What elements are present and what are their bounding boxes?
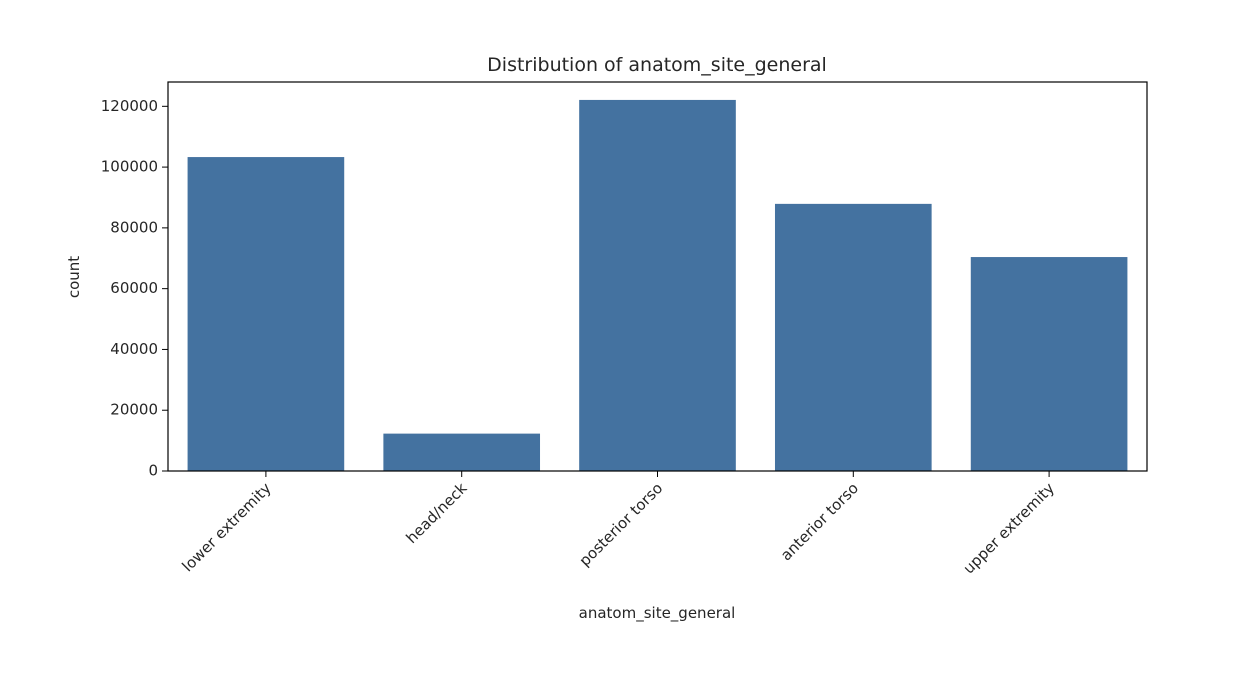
x-tick-label: posterior torso (576, 479, 667, 570)
x-tick-label: anterior torso (777, 479, 862, 564)
chart-title: Distribution of anatom_site_general (487, 54, 827, 76)
y-tick-label: 120000 (101, 97, 158, 115)
plot-frame (167, 81, 1148, 472)
bar (579, 99, 736, 471)
y-axis-ticks: 0 20000 40000 60000 80000 100000 120000 (101, 97, 168, 480)
x-tick-label: upper extremity (960, 479, 1058, 577)
x-axis-label: anatom_site_general (579, 604, 736, 623)
y-tick-label: 100000 (101, 158, 158, 176)
y-tick-label: 40000 (110, 340, 158, 358)
x-axis-ticks: lower extremity head/neck posterior torso a… (178, 471, 1058, 577)
x-tick-label: head/neck (403, 479, 471, 547)
bars-group (187, 99, 1128, 472)
y-tick-label: 0 (148, 462, 158, 480)
bar (383, 433, 541, 471)
y-tick-label: 60000 (110, 279, 158, 297)
y-tick-label: 20000 (110, 401, 158, 419)
bar (774, 203, 932, 472)
x-tick-label: lower extremity (178, 479, 274, 575)
y-tick-label: 80000 (110, 218, 158, 236)
bar (187, 157, 345, 471)
y-axis-label: count (65, 256, 83, 298)
bar (970, 257, 1128, 471)
